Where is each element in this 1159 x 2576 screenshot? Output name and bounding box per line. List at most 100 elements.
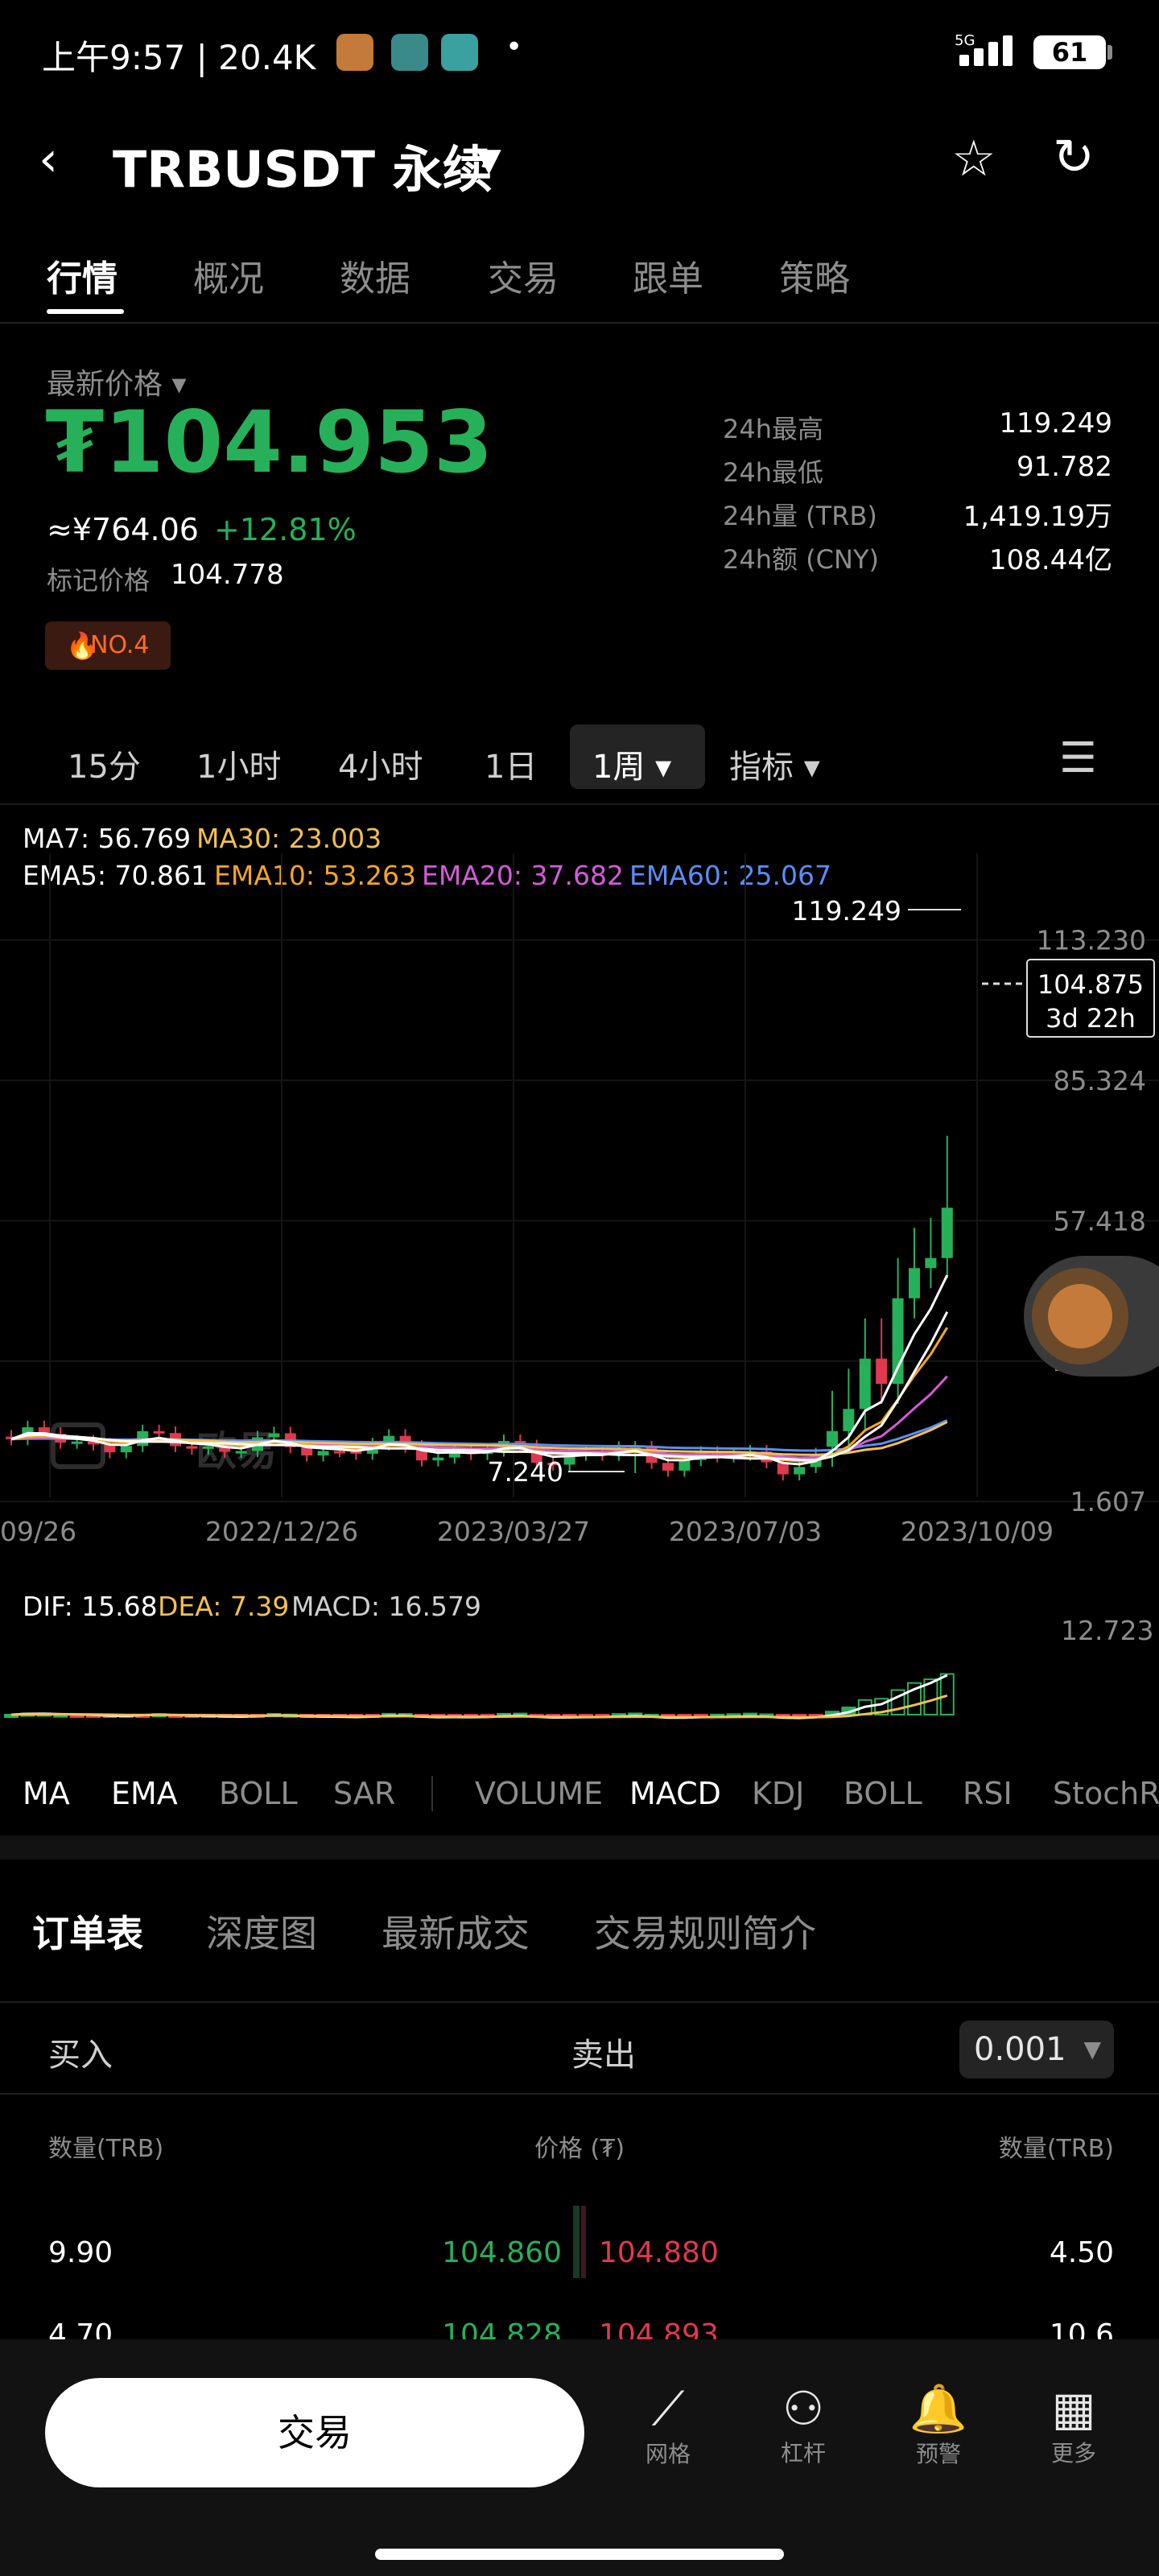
favorite-star-icon[interactable]: ☆ [951, 129, 996, 188]
candle-body [186, 1446, 198, 1449]
candle-body [104, 1444, 116, 1453]
candle-body [202, 1446, 214, 1449]
latest-price-selector[interactable]: 最新价格 ▾ [47, 368, 187, 401]
app-notification-icon [391, 34, 428, 71]
trade-button[interactable]: 交易 [45, 2378, 584, 2487]
floating-avatar-bubble [1024, 1256, 1159, 1377]
nav-label: 杠杆 [780, 2440, 826, 2467]
divider [0, 803, 1159, 805]
sub-indicator-volume[interactable]: VOLUME [475, 1776, 604, 1811]
ask-qty: 4.50 [1049, 2236, 1114, 2269]
buy-side-label: 买入 [48, 2037, 113, 2074]
grid-more-icon: ▦ [1051, 2381, 1096, 2436]
stat-value-turnover: 108.44亿 [989, 544, 1112, 576]
stat-value-volume: 1,419.19万 [963, 501, 1112, 533]
flame-icon: 🔥 [66, 630, 98, 661]
candle-body [235, 1451, 247, 1454]
sub-indicator-rsi[interactable]: RSI [963, 1776, 1013, 1811]
main-indicator-sar[interactable]: SAR [333, 1776, 396, 1811]
tab-data[interactable]: 数据 [340, 258, 410, 299]
macd-bar [907, 1682, 922, 1715]
y-tick-label: 85.324 [1054, 1065, 1146, 1096]
macd-chart[interactable] [0, 1626, 1159, 1739]
macd-dea-label: DEA: 7.39 [158, 1591, 290, 1622]
x-axis-labels: 09/26 2022/12/26 2023/03/27 2023/07/03 2023/… [0, 1516, 1054, 1547]
macd-histogram [4, 1673, 955, 1718]
refresh-icon[interactable]: ↻ [1053, 127, 1095, 186]
mark-price-label: 标记价格 [47, 565, 151, 596]
macd-bar [939, 1673, 955, 1715]
x-tick-label: 2022/12/26 [205, 1516, 358, 1547]
main-indicator-ema[interactable]: EMA [111, 1776, 178, 1811]
macd-bar [874, 1698, 889, 1716]
nav-more[interactable]: ▦ 更多 [1025, 2381, 1122, 2468]
interval-4h[interactable]: 4小时 [338, 749, 423, 786]
stat-label-low: 24h最低 [723, 457, 824, 488]
pair-title[interactable]: TRBUSDT 永续 [113, 140, 493, 199]
candle-body [268, 1433, 280, 1438]
sub-indicator-stochrsi[interactable]: StochRSI [1053, 1776, 1159, 1811]
exchange-watermark: 欧易 [51, 1422, 277, 1475]
tab-trade[interactable]: 交易 [488, 258, 559, 299]
interval-1w[interactable]: 1周 ▾ [592, 749, 672, 786]
pair-dropdown-icon[interactable]: ▼ [476, 142, 501, 179]
sell-depth-bar [581, 2206, 586, 2278]
grid-chart-icon: ⟋ [651, 2381, 685, 2436]
y-tick-label: 113.230 [1037, 925, 1146, 956]
ask-price[interactable]: 104.880 [599, 2236, 719, 2269]
interval-1d[interactable]: 1日 [485, 749, 538, 786]
signal-icon [1003, 35, 1013, 66]
tab-trading-rules[interactable]: 交易规则简介 [594, 1912, 816, 1955]
current-price-label: 104.875 [1037, 969, 1144, 1000]
interval-1h[interactable]: 1小时 [196, 749, 282, 786]
stat-value-low: 91.782 [1017, 451, 1112, 483]
high-label: 119.249 [792, 895, 901, 927]
nav-grid[interactable]: ⟋ 网格 [620, 2381, 716, 2469]
tab-orderbook[interactable]: 订单表 [32, 1912, 143, 1955]
back-icon[interactable]: ‹ [39, 131, 58, 188]
precision-select[interactable]: 0.001 ▼ [959, 2021, 1114, 2079]
bid-price[interactable]: 104.860 [442, 2236, 562, 2269]
status-time: 上午9:57 | 20.4K [42, 38, 316, 77]
chart-settings-icon[interactable]: ☰ [1059, 734, 1097, 782]
tab-copy-trading[interactable]: 跟单 [633, 258, 703, 299]
network-label: 5G [955, 32, 975, 49]
tab-active-indicator [47, 309, 124, 314]
tab-market[interactable]: 行情 [47, 258, 118, 299]
candle-body [909, 1268, 920, 1298]
signal-icon [988, 42, 998, 66]
stat-label-high: 24h最高 [723, 414, 824, 444]
sub-indicator-boll[interactable]: BOLL [843, 1776, 922, 1811]
tab-strategy[interactable]: 策略 [779, 258, 850, 299]
signal-icon [959, 55, 969, 66]
sub-indicator-kdj[interactable]: KDJ [752, 1776, 805, 1811]
candle-body [334, 1451, 345, 1454]
rank-badge[interactable]: 🔥 NO.4 [45, 621, 171, 670]
macd-bar [923, 1678, 938, 1716]
x-tick-label: 09/26 [0, 1516, 76, 1547]
dea-line [10, 1694, 948, 1719]
nav-alert[interactable]: 🔔 预警 [890, 2381, 987, 2469]
sell-side-label: 卖出 [571, 2037, 636, 2074]
header-qty-sell: 数量(TRB) [998, 2135, 1114, 2163]
indicator-menu[interactable]: 指标 ▾ [729, 749, 820, 786]
precision-value: 0.001 [974, 2031, 1066, 2068]
tab-overview[interactable]: 概况 [193, 258, 264, 299]
sub-indicator-macd[interactable]: MACD [629, 1776, 721, 1811]
tab-latest-trades[interactable]: 最新成交 [382, 1912, 530, 1955]
tab-depth-chart[interactable]: 深度图 [206, 1912, 317, 1955]
candle-body [892, 1298, 904, 1385]
candle-body [678, 1459, 691, 1471]
nav-margin[interactable]: ⚇ 杠杆 [755, 2381, 852, 2468]
candle-body [71, 1441, 83, 1444]
main-indicator-boll[interactable]: BOLL [219, 1776, 298, 1811]
buy-depth-bar [573, 2206, 580, 2278]
divider [0, 2001, 1159, 2003]
main-indicator-ma[interactable]: MA [23, 1776, 70, 1811]
interval-active-bg [570, 724, 705, 789]
app-notification-icon [441, 34, 478, 71]
x-tick-label: 2023/07/03 [669, 1516, 822, 1547]
app-notification-icon [336, 34, 373, 71]
interval-15m[interactable]: 15分 [68, 749, 141, 786]
